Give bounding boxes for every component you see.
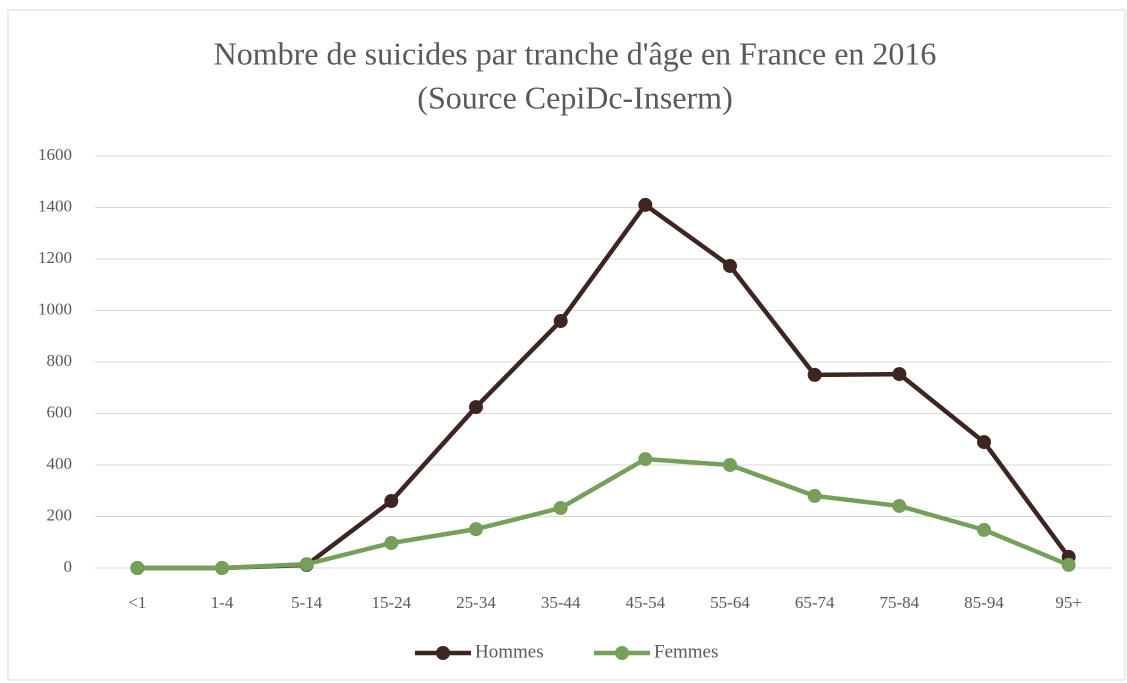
data-point — [553, 314, 568, 329]
data-point — [384, 494, 399, 509]
data-point — [807, 488, 822, 503]
series-line — [137, 456, 1070, 571]
data-point — [723, 458, 737, 472]
data-point — [638, 197, 653, 212]
chart-subtitle: (Source CepiDc-Inserm) — [417, 79, 732, 115]
y-tick-label: 400 — [47, 454, 73, 473]
data-point — [892, 498, 907, 513]
data-point — [299, 557, 314, 572]
data-point — [977, 522, 991, 537]
x-tick-label: 85-94 — [964, 593, 1004, 612]
data-point — [638, 452, 653, 467]
data-point — [469, 522, 483, 537]
x-tick-label: 1-4 — [211, 593, 234, 612]
data-point — [892, 367, 907, 382]
x-tick-label: 55-64 — [710, 593, 750, 612]
y-tick-label: 1400 — [38, 196, 72, 215]
x-tick-label: 15-24 — [371, 593, 411, 612]
y-tick-label: 1600 — [38, 145, 72, 164]
x-tick-label: 35-44 — [541, 593, 581, 612]
y-tick-label: 1200 — [38, 248, 72, 267]
legend-label: Hommes — [475, 641, 544, 662]
data-point — [807, 367, 822, 382]
y-tick-label: 800 — [47, 351, 73, 370]
y-tick-label: 200 — [47, 505, 73, 524]
x-tick-label: 75-84 — [879, 593, 919, 612]
x-tick-label: 45-54 — [625, 593, 665, 612]
x-tick-label: 5-14 — [291, 593, 323, 612]
x-tick-label: 65-74 — [795, 593, 835, 612]
legend-swatch-marker — [615, 646, 629, 660]
legend-label: Femmes — [654, 641, 718, 662]
data-point — [723, 258, 737, 273]
data-point — [469, 400, 483, 415]
y-tick-label: 1000 — [38, 299, 72, 318]
x-tick-label: 25-34 — [456, 593, 496, 612]
data-point — [1061, 557, 1076, 572]
x-tick-label: 95+ — [1055, 593, 1082, 612]
data-point — [384, 536, 399, 551]
data-point — [130, 561, 145, 575]
data-point — [553, 501, 568, 516]
x-tick-label: <1 — [128, 593, 146, 612]
y-tick-label: 0 — [64, 557, 73, 576]
data-point — [977, 435, 991, 450]
chart-title: Nombre de suicides par tranche d'âge en … — [214, 35, 937, 71]
legend-swatch-marker — [436, 646, 450, 660]
y-tick-label: 600 — [47, 402, 73, 421]
data-point — [215, 561, 229, 575]
